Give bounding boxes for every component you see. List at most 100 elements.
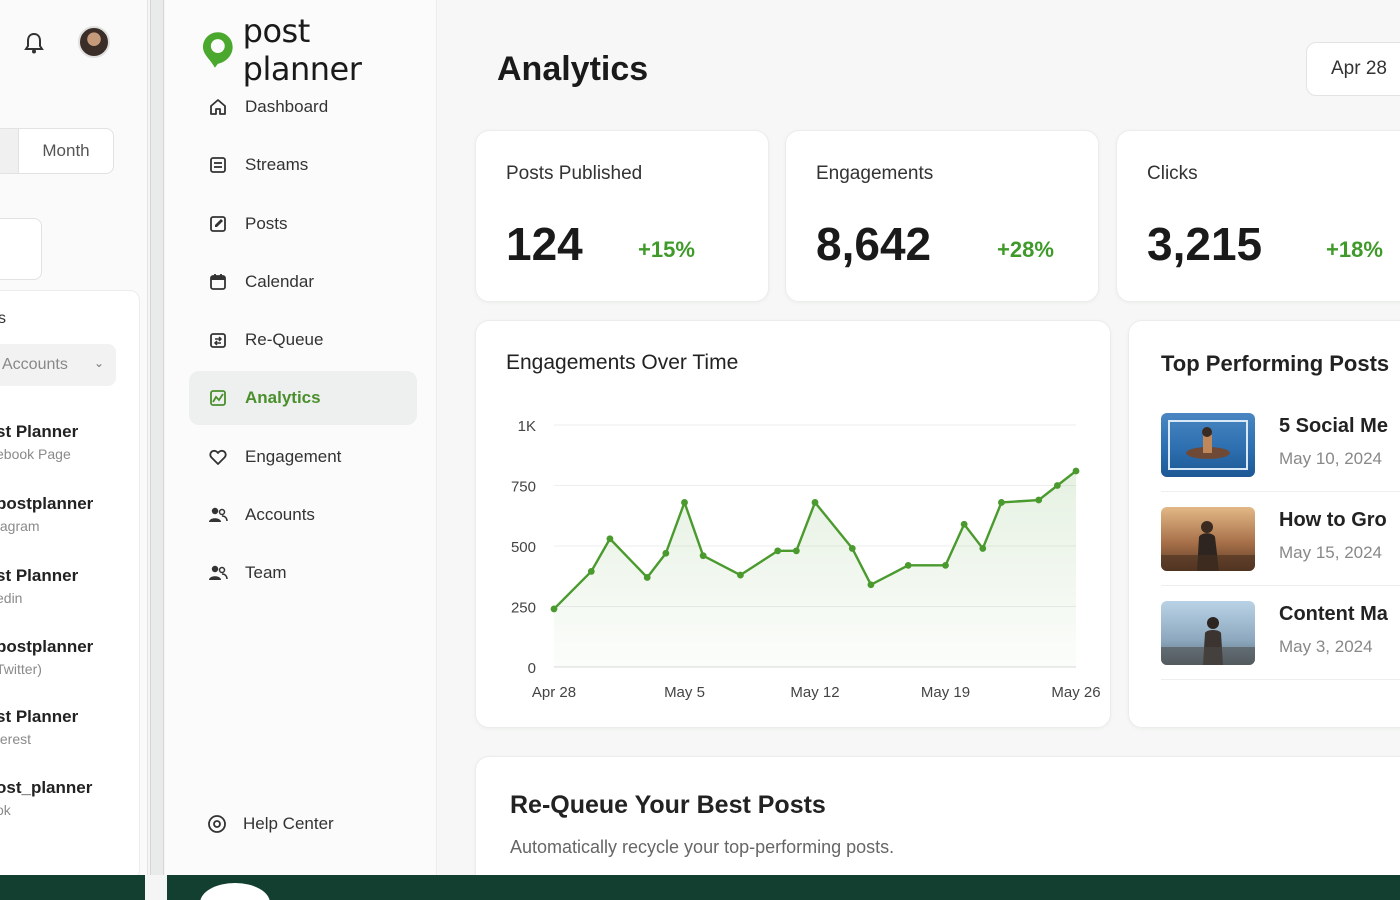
top-post-item[interactable]: 5 Social Me May 10, 2024 bbox=[1161, 413, 1400, 493]
engagements-chart-card: Engagements Over Time 0 250 500 750 1K Apr 28… bbox=[475, 320, 1111, 728]
x-tick-label: May 19 bbox=[921, 684, 970, 701]
data-point bbox=[643, 574, 651, 581]
stat-value: 3,215 bbox=[1147, 218, 1263, 270]
account-item[interactable]: postplanner Twitter) bbox=[0, 637, 146, 677]
top-post-item[interactable]: How to Gro May 15, 2024 bbox=[1161, 507, 1400, 587]
stat-card-clicks: Clicks 3,215 +18% bbox=[1116, 130, 1400, 302]
data-point bbox=[848, 545, 856, 552]
x-tick-label: Apr 28 bbox=[532, 684, 576, 701]
top-posts-card: Top Performing Posts 5 Social Me May 10,… bbox=[1128, 320, 1400, 728]
sidebar-item-engagement[interactable]: Engagement bbox=[189, 430, 417, 484]
post-thumbnail bbox=[1161, 507, 1255, 571]
data-point bbox=[699, 552, 707, 560]
sidebar-item-team[interactable]: Team bbox=[189, 546, 417, 600]
data-point bbox=[998, 499, 1005, 506]
sidebar-item-dashboard[interactable]: Dashboard bbox=[189, 80, 417, 134]
taskbar-gap bbox=[145, 875, 167, 900]
y-tick-label: 1K bbox=[518, 418, 536, 435]
account-item[interactable]: st Planner ebook Page bbox=[0, 422, 146, 462]
sidebar-item-label: Analytics bbox=[245, 388, 321, 408]
data-point bbox=[811, 499, 819, 506]
stat-card-engagements: Engagements 8,642 +28% bbox=[785, 130, 1099, 302]
page-title: Analytics bbox=[497, 50, 649, 88]
post-thumbnail bbox=[1161, 413, 1255, 477]
stat-delta: +28% bbox=[997, 237, 1054, 262]
stat-card-posts-published: Posts Published 124 +15% bbox=[475, 130, 769, 302]
y-tick-label: 500 bbox=[511, 539, 536, 556]
sidebar-item-streams[interactable]: Streams bbox=[189, 138, 417, 192]
chart-title: Engagements Over Time bbox=[506, 351, 739, 374]
sidebar-item-label: Accounts bbox=[245, 505, 315, 525]
data-point bbox=[1035, 496, 1043, 504]
requeue-card: Re-Queue Your Best Posts Automatically r… bbox=[475, 756, 1400, 875]
stat-delta: +15% bbox=[638, 237, 695, 262]
account-type: ok bbox=[0, 802, 11, 818]
team-icon bbox=[207, 562, 229, 584]
app-window: post planner Dashboard Streams Posts bbox=[165, 0, 1400, 875]
chevron-down-icon: ⌄ bbox=[93, 356, 104, 370]
segment-option-month[interactable]: Month bbox=[42, 141, 90, 160]
account-item[interactable]: postplanner tagram bbox=[0, 494, 146, 534]
data-point bbox=[662, 549, 670, 557]
account-item[interactable]: st Planner terest bbox=[0, 707, 146, 747]
segment-option-hidden[interactable] bbox=[0, 129, 19, 173]
window-divider bbox=[150, 0, 164, 875]
bottom-taskbar bbox=[0, 875, 1400, 900]
help-center-link[interactable]: Help Center bbox=[207, 814, 334, 834]
divider bbox=[1161, 679, 1400, 680]
stat-value: 8,642 bbox=[816, 218, 932, 270]
data-point bbox=[1053, 482, 1061, 489]
account-name: ost_planner bbox=[0, 778, 93, 797]
divider bbox=[1161, 491, 1400, 492]
y-tick-label: 0 bbox=[528, 660, 536, 677]
date-range-button[interactable]: Apr 28 bbox=[1306, 42, 1400, 96]
series-area bbox=[554, 470, 1076, 667]
taskbar-bubble bbox=[200, 883, 270, 900]
accounts-select[interactable]: Accounts ⌄ bbox=[0, 344, 116, 386]
period-segment-control[interactable]: Month bbox=[0, 128, 114, 174]
y-tick-label: 250 bbox=[511, 600, 536, 617]
sidebar-item-label: Re-Queue bbox=[245, 330, 324, 350]
streams-icon bbox=[207, 154, 229, 176]
logo[interactable]: post planner bbox=[201, 12, 436, 88]
stat-label: Engagements bbox=[816, 163, 934, 184]
users-icon bbox=[207, 504, 229, 526]
post-title: How to Gro bbox=[1279, 509, 1387, 531]
account-name: postplanner bbox=[0, 494, 94, 513]
logo-text: post planner bbox=[242, 12, 362, 88]
sidebar-item-analytics[interactable]: Analytics bbox=[189, 371, 417, 426]
account-item[interactable]: st Planner edin bbox=[0, 566, 146, 606]
sidebar-item-accounts[interactable]: Accounts bbox=[189, 488, 417, 542]
y-tick-label: 750 bbox=[511, 479, 536, 496]
sidebar-item-label: Calendar bbox=[245, 271, 314, 291]
data-point bbox=[550, 605, 558, 613]
account-type: edin bbox=[0, 590, 23, 606]
data-point bbox=[792, 547, 800, 555]
sidebar-item-label: Posts bbox=[245, 213, 288, 233]
post-title: 5 Social Me bbox=[1279, 415, 1388, 437]
analytics-icon bbox=[207, 387, 229, 409]
sidebar-item-calendar[interactable]: Calendar bbox=[189, 255, 417, 309]
account-item[interactable]: ost_planner ok bbox=[0, 778, 146, 818]
bell-icon[interactable] bbox=[24, 32, 44, 54]
engagements-line-chart: 0 250 500 750 1K Apr 28 May 5 May 12 May 19 May 2… bbox=[511, 418, 1101, 701]
top-post-item[interactable]: Content Ma May 3, 2024 bbox=[1161, 601, 1400, 681]
avatar[interactable] bbox=[78, 26, 110, 58]
sidebar-item-posts[interactable]: Posts bbox=[189, 197, 417, 251]
data-point bbox=[904, 561, 912, 569]
data-point bbox=[737, 571, 744, 579]
account-type: terest bbox=[0, 731, 32, 747]
post-date: May 3, 2024 bbox=[1279, 637, 1373, 656]
sidebar-item-label: Engagement bbox=[245, 446, 342, 466]
account-type: ebook Page bbox=[0, 446, 71, 462]
home-icon bbox=[207, 96, 229, 118]
data-point bbox=[774, 547, 782, 555]
account-type: Twitter) bbox=[0, 661, 42, 677]
data-point bbox=[960, 520, 968, 528]
stat-label: Clicks bbox=[1147, 163, 1198, 184]
x-tick-label: May 12 bbox=[790, 684, 839, 701]
sidebar-item-requeue[interactable]: Re-Queue bbox=[189, 313, 417, 367]
logo-pin-icon bbox=[202, 32, 233, 68]
data-point bbox=[942, 561, 949, 569]
divider bbox=[1161, 585, 1400, 586]
